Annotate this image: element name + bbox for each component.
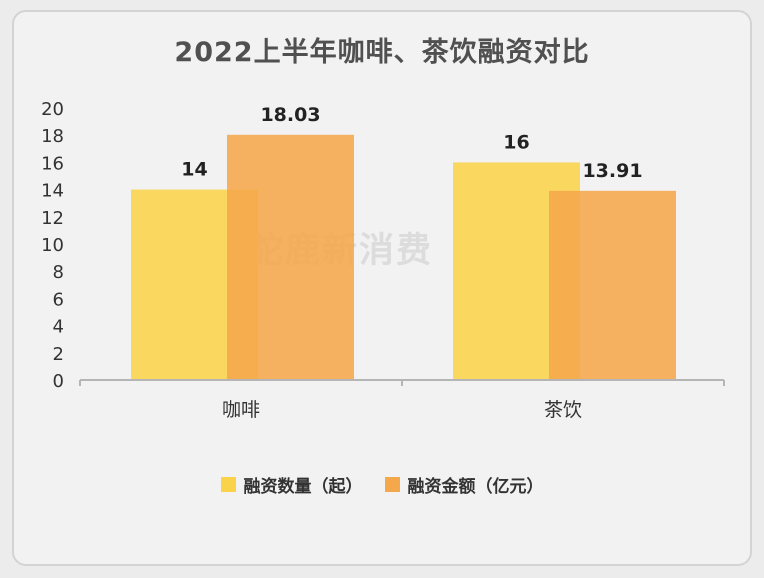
x-tick-label: 茶饮 <box>544 399 582 421</box>
y-tick-label: 16 <box>41 153 64 174</box>
legend-swatch-count <box>220 477 236 492</box>
bar-funding-amount <box>227 134 354 380</box>
legend-swatch-amount <box>384 477 400 492</box>
x-tick-label: 咖啡 <box>222 399 260 421</box>
y-tick-label: 8 <box>53 262 64 283</box>
bar-funding-amount <box>549 190 676 380</box>
y-tick-label: 6 <box>53 289 64 310</box>
y-tick-label: 18 <box>41 126 64 147</box>
y-tick-label: 10 <box>41 235 64 256</box>
y-tick-label: 0 <box>53 371 64 392</box>
legend-label-count: 融资数量（起） <box>243 477 363 497</box>
legend-item-count: 融资数量（起） <box>220 472 363 497</box>
legend-label-amount: 融资金额（亿元） <box>407 477 544 497</box>
data-label: 18.03 <box>260 104 320 126</box>
data-label: 14 <box>181 159 207 181</box>
data-label: 13.91 <box>582 160 642 182</box>
y-tick-label: 12 <box>41 208 64 229</box>
legend: 融资数量（起） 融资金额（亿元） <box>0 472 764 497</box>
legend-item-amount: 融资金额（亿元） <box>384 472 544 497</box>
y-tick-label: 2 <box>53 344 64 365</box>
y-tick-label: 4 <box>53 317 64 338</box>
y-tick-label: 20 <box>41 99 64 120</box>
y-tick-label: 14 <box>41 181 64 202</box>
data-label: 16 <box>503 131 529 153</box>
chart-title: 2022上半年咖啡、茶饮融资对比 <box>174 37 590 68</box>
